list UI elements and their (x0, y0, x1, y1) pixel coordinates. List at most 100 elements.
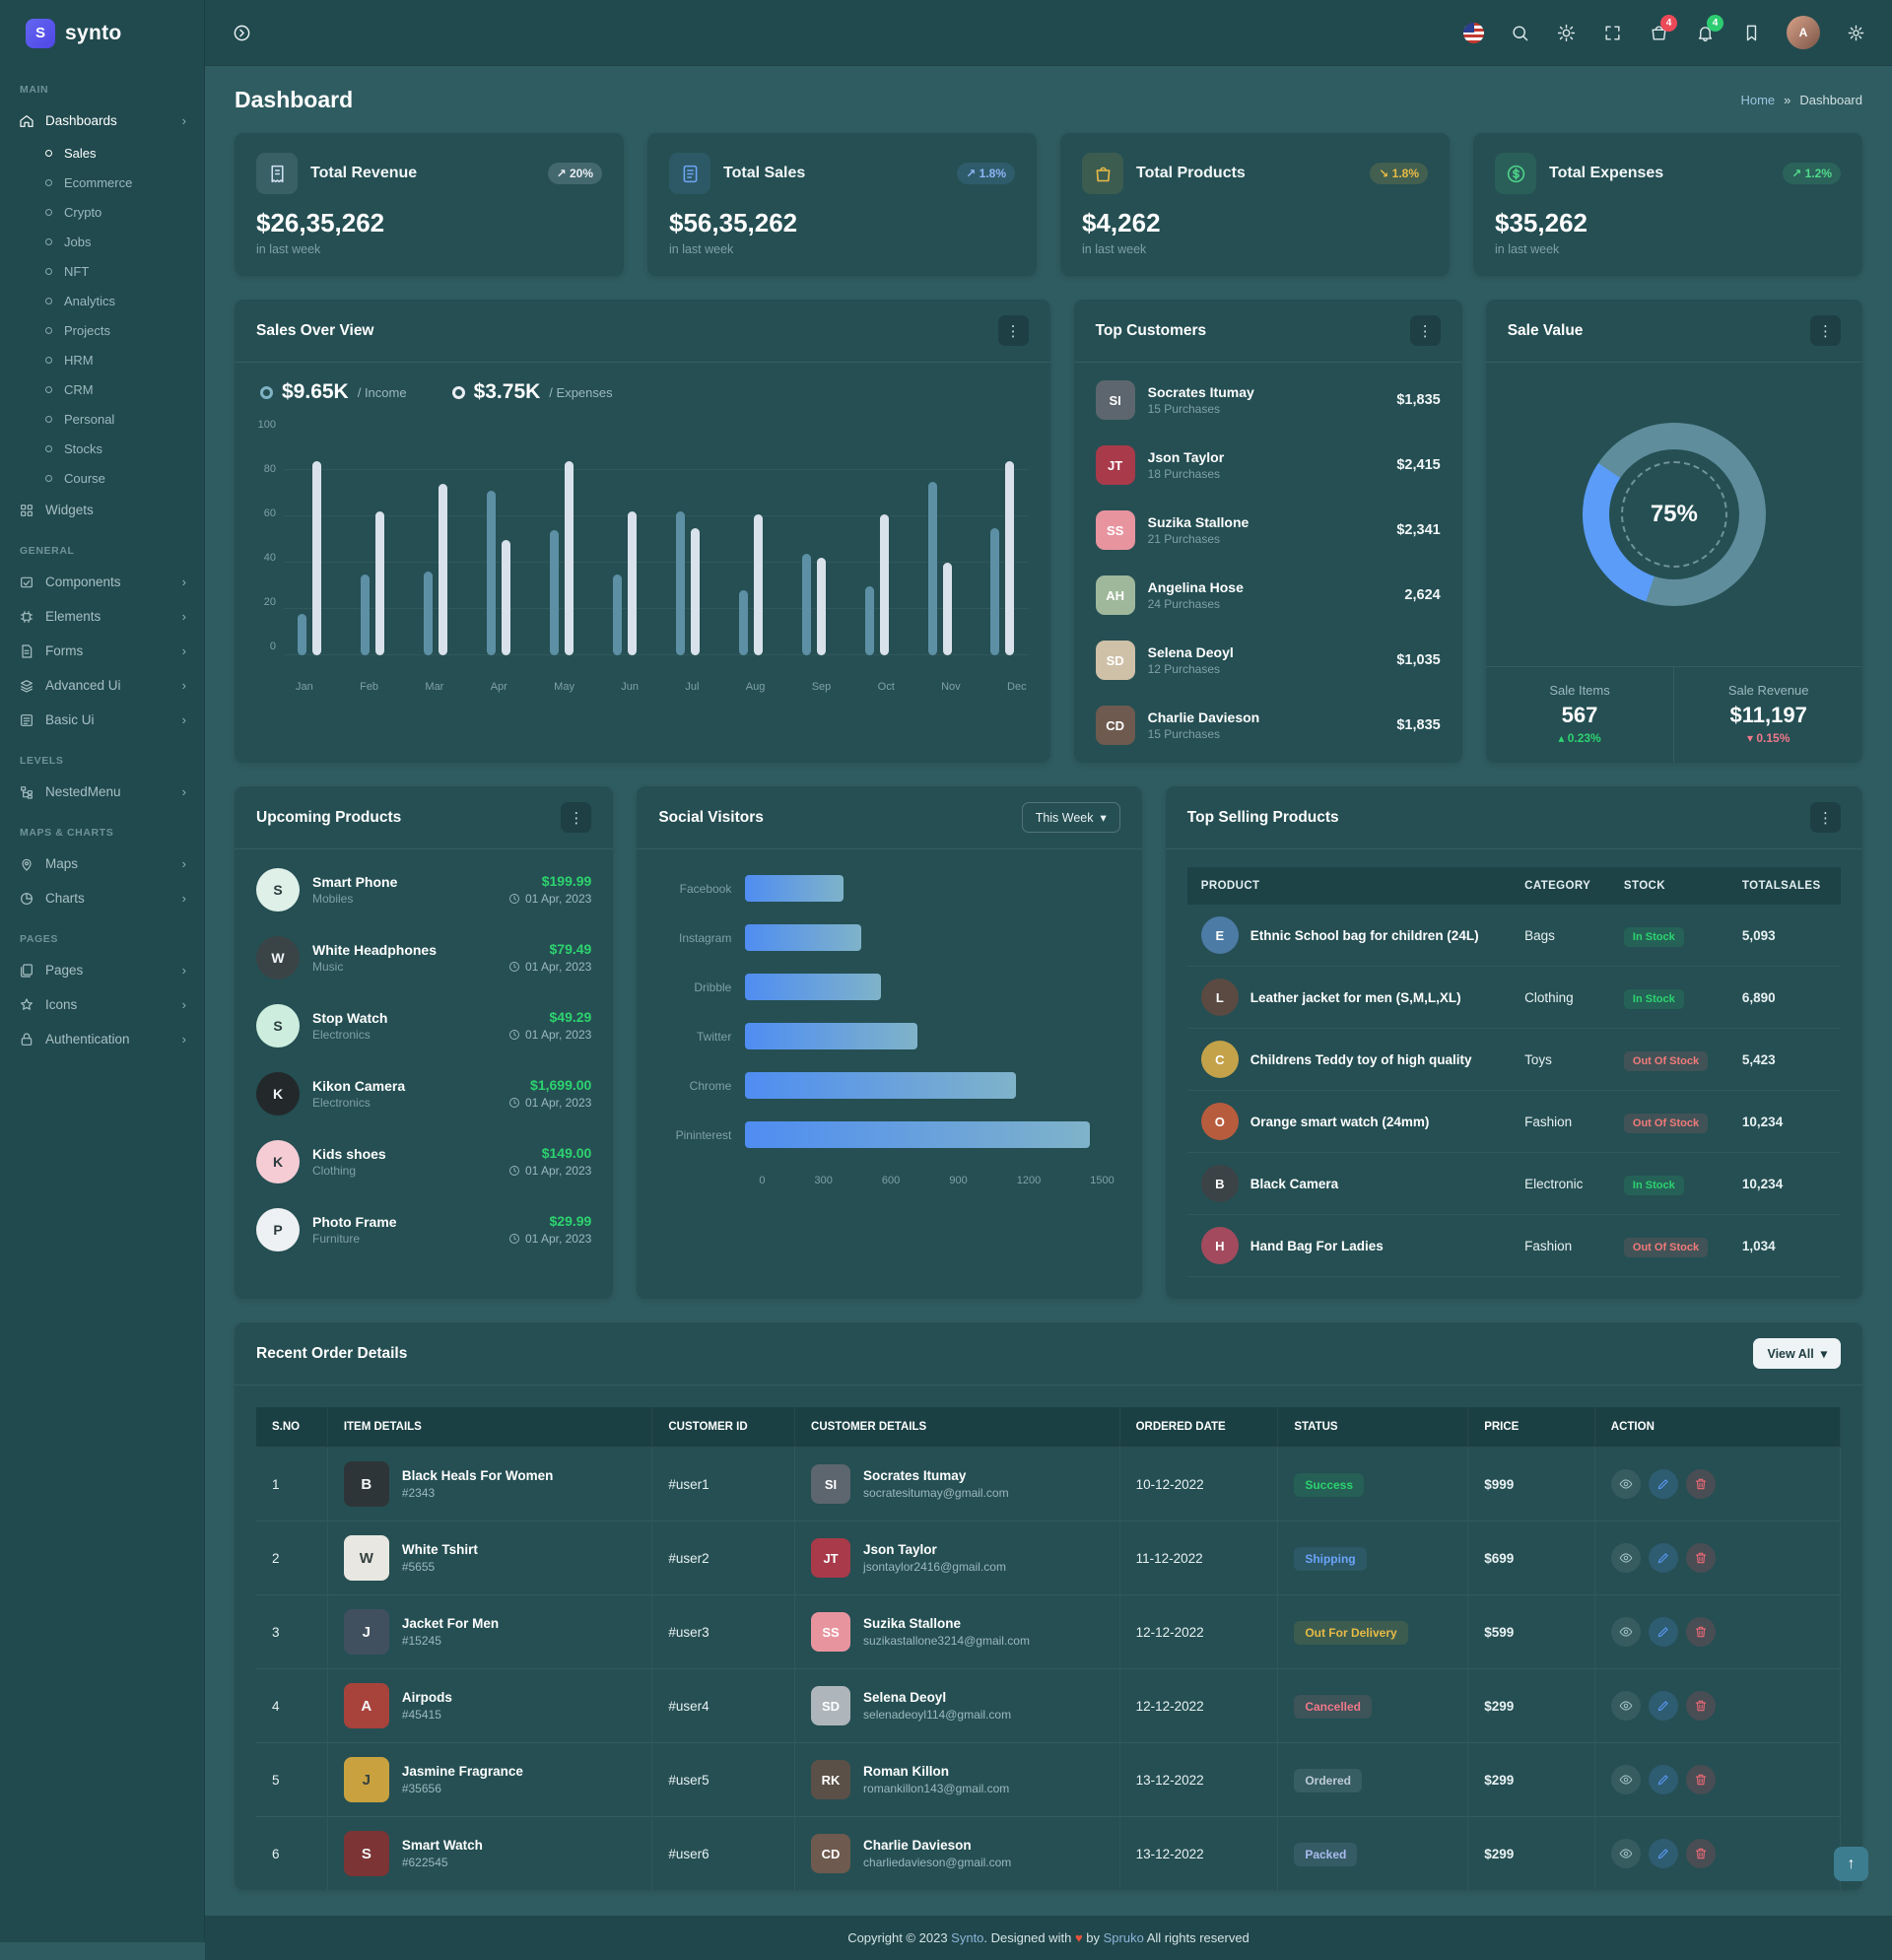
sidebar-subitem-ecommerce[interactable]: Ecommerce (0, 168, 204, 197)
item-name: Black Heals For Women (402, 1468, 554, 1483)
item-thumbnail: A (344, 1683, 389, 1728)
sidebar-item-advanced-ui[interactable]: Advanced Ui› (0, 668, 204, 703)
sidebar-subitem-jobs[interactable]: Jobs (0, 227, 204, 256)
delete-button[interactable] (1686, 1765, 1716, 1794)
sidebar-subitem-crypto[interactable]: Crypto (0, 197, 204, 227)
sidebar-subitem-personal[interactable]: Personal (0, 404, 204, 434)
sidebar-item-maps[interactable]: Maps› (0, 846, 204, 881)
kebab-menu-icon[interactable]: ⋮ (998, 315, 1029, 346)
footer-brand-link[interactable]: Synto (951, 1930, 983, 1945)
edit-button[interactable] (1649, 1543, 1678, 1573)
expense-bar (487, 491, 496, 655)
bell-icon[interactable]: 4 (1694, 22, 1716, 43)
chevron-right-icon: › (182, 891, 186, 906)
income-bar (691, 528, 700, 655)
main-content: Dashboard Home » Dashboard Total Revenue… (205, 0, 1892, 1890)
sidebar-item-charts[interactable]: Charts› (0, 881, 204, 915)
sidebar-subitem-projects[interactable]: Projects (0, 315, 204, 345)
kebab-menu-icon[interactable]: ⋮ (1810, 315, 1841, 346)
gear-icon[interactable] (1845, 22, 1866, 43)
light-mode-icon[interactable] (1555, 22, 1577, 43)
sidebar-item-forms[interactable]: Forms› (0, 634, 204, 668)
sidebar-item-dashboards[interactable]: Dashboards› (0, 103, 204, 138)
x-tick-label: 900 (949, 1175, 967, 1186)
kebab-menu-icon[interactable]: ⋮ (1410, 315, 1441, 346)
sidebar-subitem-course[interactable]: Course (0, 463, 204, 493)
sidebar-item-components[interactable]: Components› (0, 565, 204, 599)
delete-button[interactable] (1686, 1543, 1716, 1573)
edit-button[interactable] (1649, 1617, 1678, 1647)
brand-logo[interactable]: S synto (0, 0, 204, 66)
social-bar-row: Dribble (654, 974, 1114, 1000)
scroll-to-top-button[interactable]: ↑ (1834, 1847, 1868, 1881)
x-tick-label: Apr (491, 681, 507, 693)
kebab-menu-icon[interactable]: ⋮ (1810, 802, 1841, 833)
sidebar-subitem-crm[interactable]: CRM (0, 374, 204, 404)
edit-button[interactable] (1649, 1469, 1678, 1499)
sidebar-item-icons[interactable]: Icons› (0, 987, 204, 1022)
sidebar-item-nestedmenu[interactable]: NestedMenu› (0, 775, 204, 809)
view-button[interactable] (1611, 1617, 1641, 1647)
sidebar-collapse-icon[interactable] (231, 22, 252, 43)
sidebar-subitem-analytics[interactable]: Analytics (0, 286, 204, 315)
bookmark-icon[interactable] (1740, 22, 1762, 43)
edit-button[interactable] (1649, 1765, 1678, 1794)
delete-button[interactable] (1686, 1469, 1716, 1499)
stock-badge: In Stock (1624, 1176, 1684, 1195)
sidebar-item-pages[interactable]: Pages› (0, 953, 204, 987)
sidebar-subitem-label: Projects (64, 323, 110, 338)
sidebar-item-authentication[interactable]: Authentication› (0, 1022, 204, 1056)
product-thumbnail: W (256, 936, 300, 980)
chevron-down-icon: ▾ (1821, 1346, 1827, 1361)
search-icon[interactable] (1509, 22, 1530, 43)
sno-cell: 4 (256, 1669, 327, 1743)
user-avatar[interactable]: A (1787, 16, 1820, 49)
brand-logo-icon: S (26, 19, 55, 48)
view-button[interactable] (1611, 1469, 1641, 1499)
sidebar-subitem-nft[interactable]: NFT (0, 256, 204, 286)
top-customers-title: Top Customers (1096, 322, 1207, 340)
view-button[interactable] (1611, 1543, 1641, 1573)
view-button[interactable] (1611, 1839, 1641, 1868)
sidebar-subitem-stocks[interactable]: Stocks (0, 434, 204, 463)
fullscreen-icon[interactable] (1601, 22, 1623, 43)
sidebar-subitem-label: Course (64, 471, 105, 486)
customer-id-cell: #user4 (652, 1669, 795, 1743)
edit-button[interactable] (1649, 1839, 1678, 1868)
delete-button[interactable] (1686, 1691, 1716, 1721)
view-all-button[interactable]: View All▾ (1753, 1338, 1841, 1369)
kebab-menu-icon[interactable]: ⋮ (561, 802, 591, 833)
item-id: #15245 (402, 1634, 499, 1648)
breadcrumb-home-link[interactable]: Home (1740, 93, 1775, 107)
cart-icon[interactable]: 4 (1648, 22, 1669, 43)
sidebar-subitem-hrm[interactable]: HRM (0, 345, 204, 374)
chevron-right-icon: › (182, 963, 186, 978)
sidebar-item-elements[interactable]: Elements› (0, 599, 204, 634)
delete-button[interactable] (1686, 1839, 1716, 1868)
sidebar-subitem-sales[interactable]: Sales (0, 138, 204, 168)
edit-button[interactable] (1649, 1691, 1678, 1721)
price-cell: $999 (1468, 1448, 1595, 1521)
week-filter-dropdown[interactable]: This Week▾ (1022, 802, 1120, 833)
page-title: Dashboard (235, 87, 353, 113)
language-flag-icon[interactable] (1463, 23, 1484, 43)
sidebar-item-basic-ui[interactable]: Basic Ui› (0, 703, 204, 737)
donut-percent-label: 75% (1583, 423, 1766, 606)
auth-icon (18, 1031, 34, 1048)
sidebar-item-widgets[interactable]: Widgets (0, 493, 204, 527)
social-bar (745, 1121, 1089, 1148)
view-button[interactable] (1611, 1691, 1641, 1721)
footer-spruko-link[interactable]: Spruko (1104, 1930, 1144, 1945)
delete-button[interactable] (1686, 1617, 1716, 1647)
sidebar-item-label: Icons (45, 997, 77, 1012)
footer: Copyright © 2023 Synto. Designed with ♥ … (205, 1916, 1892, 1960)
sidebar-subitem-label: Ecommerce (64, 175, 132, 190)
view-button[interactable] (1611, 1765, 1641, 1794)
